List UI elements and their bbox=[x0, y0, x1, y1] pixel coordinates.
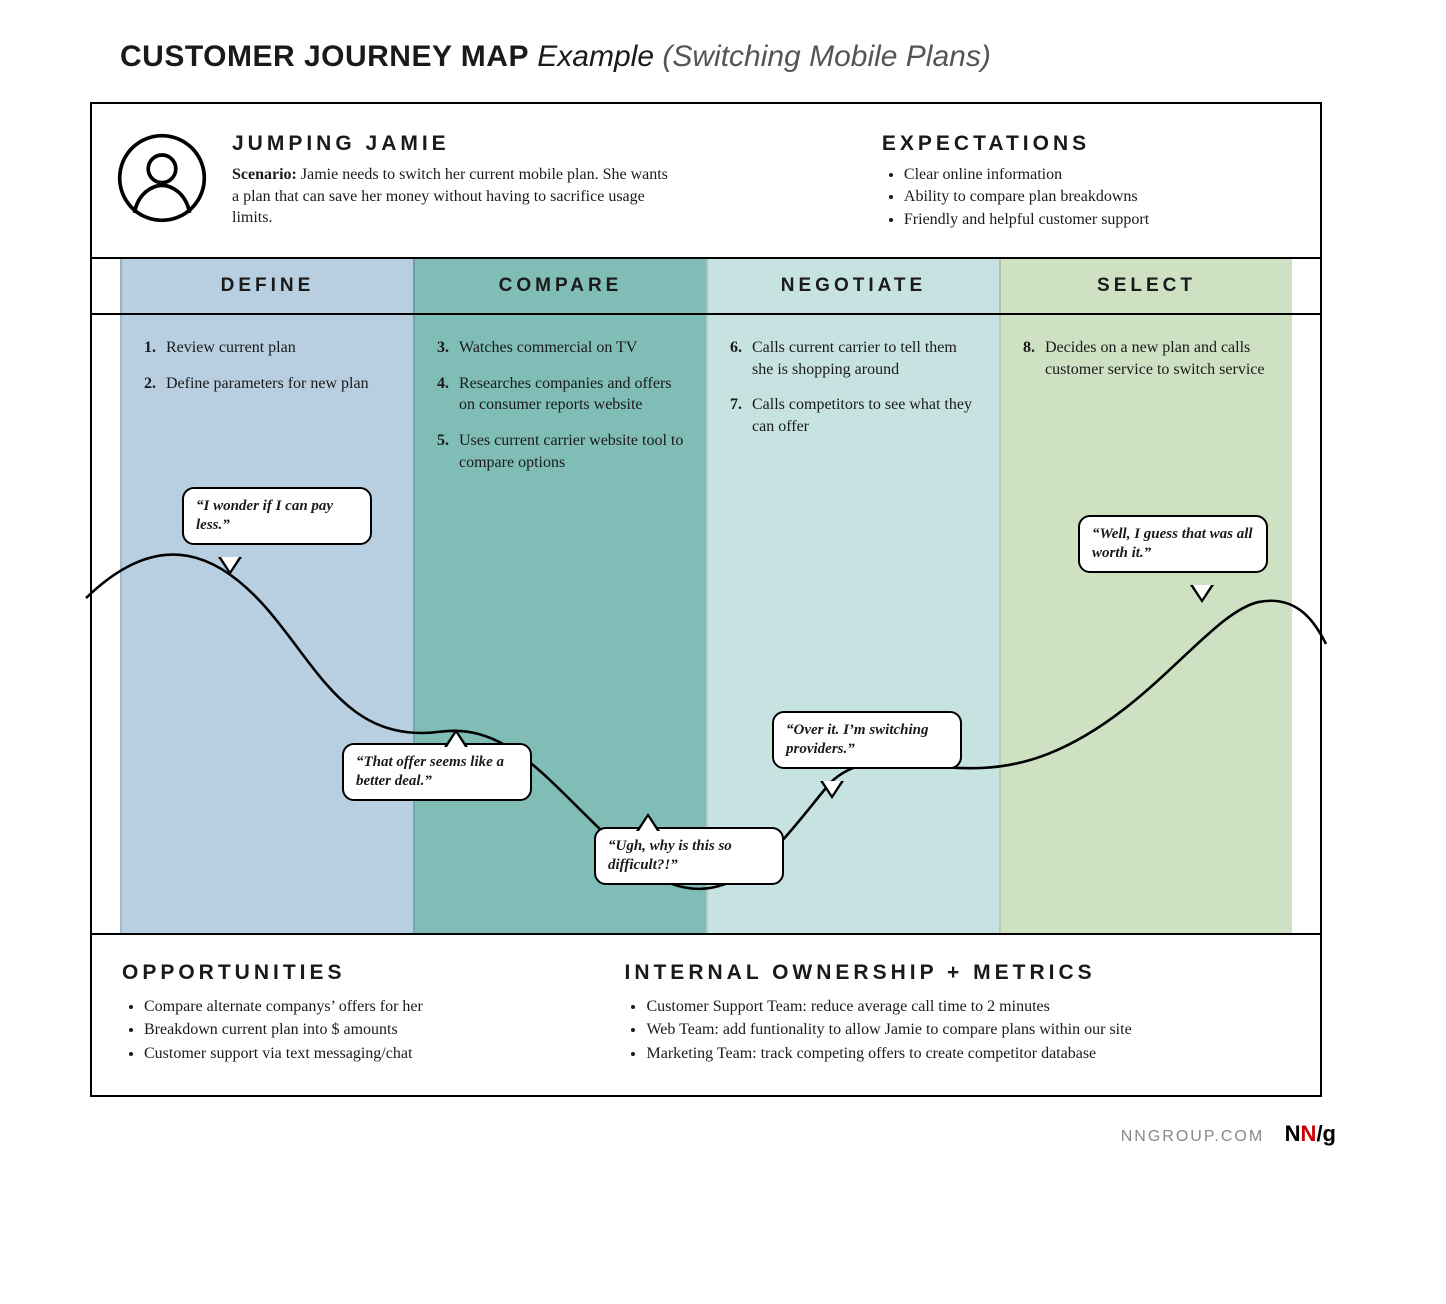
ownership-list: Customer Support Team: reduce average ca… bbox=[624, 995, 1290, 1065]
journey-frame: JUMPING JAMIE Scenario: Jamie needs to s… bbox=[90, 102, 1322, 1097]
page-title-paren: (Switching Mobile Plans) bbox=[662, 40, 990, 73]
ownership-item: Customer Support Team: reduce average ca… bbox=[646, 995, 1290, 1018]
body-gutter-left bbox=[92, 315, 120, 933]
credit-line: NNGROUP.COM NN/g bbox=[60, 1121, 1336, 1147]
step-text: Decides on a new plan and calls customer… bbox=[1045, 337, 1270, 380]
page-title: CUSTOMER JOURNEY MAP Example (Switching … bbox=[120, 40, 1386, 74]
step-list: 6.Calls current carrier to tell them she… bbox=[730, 337, 977, 437]
phase-column-select: 8.Decides on a new plan and calls custom… bbox=[999, 315, 1292, 933]
expectation-item: Friendly and helpful customer support bbox=[904, 209, 1296, 231]
step-text: Calls current carrier to tell them she i… bbox=[752, 337, 977, 380]
avatar bbox=[116, 132, 208, 231]
scenario-label: Scenario: bbox=[232, 166, 297, 183]
phase-column-define: 1.Review current plan2.Define parameters… bbox=[120, 315, 413, 933]
step-text: Define parameters for new plan bbox=[166, 373, 391, 395]
step-item: 7.Calls competitors to see what they can… bbox=[730, 394, 977, 437]
step-item: 5.Uses current carrier website tool to c… bbox=[437, 430, 684, 473]
thought-bubble: “Well, I guess that was all worth it.” bbox=[1078, 515, 1268, 573]
step-number: 7. bbox=[730, 394, 752, 437]
step-number: 8. bbox=[1023, 337, 1045, 380]
step-text: Uses current carrier website tool to com… bbox=[459, 430, 684, 473]
header-left: JUMPING JAMIE Scenario: Jamie needs to s… bbox=[92, 104, 878, 257]
step-number: 5. bbox=[437, 430, 459, 473]
step-list: 1.Review current plan2.Define parameters… bbox=[144, 337, 391, 394]
page-title-em: Example bbox=[537, 40, 662, 73]
step-number: 1. bbox=[144, 337, 166, 359]
ownership-block: INTERNAL OWNERSHIP + METRICS Customer Su… bbox=[624, 961, 1290, 1065]
phase-header-compare: COMPARE bbox=[413, 259, 706, 313]
step-item: 2.Define parameters for new plan bbox=[144, 373, 391, 395]
opportunities-block: OPPORTUNITIES Compare alternate companys… bbox=[122, 961, 584, 1065]
opportunities-list: Compare alternate companys’ offers for h… bbox=[122, 995, 584, 1065]
step-text: Researches companies and offers on consu… bbox=[459, 373, 684, 416]
phase-strip: DEFINECOMPARENEGOTIATESELECT bbox=[92, 259, 1320, 315]
step-item: 8.Decides on a new plan and calls custom… bbox=[1023, 337, 1270, 380]
step-list: 3.Watches commercial on TV4.Researches c… bbox=[437, 337, 684, 473]
phase-gutter-right bbox=[1292, 259, 1320, 313]
persona-block: JUMPING JAMIE Scenario: Jamie needs to s… bbox=[232, 132, 854, 231]
step-number: 4. bbox=[437, 373, 459, 416]
expectations-heading: EXPECTATIONS bbox=[882, 132, 1296, 156]
persona-scenario: Scenario: Jamie needs to switch her curr… bbox=[232, 164, 672, 229]
ownership-heading: INTERNAL OWNERSHIP + METRICS bbox=[624, 961, 1290, 985]
persona-avatar-icon bbox=[116, 132, 208, 224]
body-row: 1.Review current plan2.Define parameters… bbox=[92, 315, 1320, 935]
phase-header-select: SELECT bbox=[999, 259, 1292, 313]
logo-slash-g: /g bbox=[1316, 1121, 1336, 1146]
step-item: 4.Researches companies and offers on con… bbox=[437, 373, 684, 416]
phase-gutter-left bbox=[92, 259, 120, 313]
step-text: Review current plan bbox=[166, 337, 391, 359]
thought-bubble: “I wonder if I can pay less.” bbox=[182, 487, 372, 545]
step-item: 1.Review current plan bbox=[144, 337, 391, 359]
nng-logo: NN/g bbox=[1285, 1121, 1336, 1146]
opportunity-item: Customer support via text messaging/chat bbox=[144, 1042, 584, 1065]
persona-name: JUMPING JAMIE bbox=[232, 132, 854, 156]
body-gutter-right bbox=[1292, 315, 1320, 933]
footer-row: OPPORTUNITIES Compare alternate companys… bbox=[92, 935, 1320, 1095]
step-number: 2. bbox=[144, 373, 166, 395]
header-right: EXPECTATIONS Clear online informationAbi… bbox=[878, 104, 1320, 257]
step-list: 8.Decides on a new plan and calls custom… bbox=[1023, 337, 1270, 380]
phase-header-negotiate: NEGOTIATE bbox=[706, 259, 999, 313]
expectations-list: Clear online informationAbility to compa… bbox=[882, 164, 1296, 231]
step-item: 3.Watches commercial on TV bbox=[437, 337, 684, 359]
opportunity-item: Breakdown current plan into $ amounts bbox=[144, 1018, 584, 1041]
step-text: Calls competitors to see what they can o… bbox=[752, 394, 977, 437]
credit-site: NNGROUP.COM bbox=[1121, 1128, 1265, 1145]
page-title-bold: CUSTOMER JOURNEY MAP bbox=[120, 40, 529, 73]
logo-n2: N bbox=[1301, 1121, 1317, 1146]
phase-header-define: DEFINE bbox=[120, 259, 413, 313]
expectation-item: Ability to compare plan breakdowns bbox=[904, 186, 1296, 208]
ownership-item: Marketing Team: track competing offers t… bbox=[646, 1042, 1290, 1065]
step-number: 6. bbox=[730, 337, 752, 380]
opportunities-heading: OPPORTUNITIES bbox=[122, 961, 584, 985]
scenario-text: Jamie needs to switch her current mobile… bbox=[232, 166, 668, 226]
ownership-item: Web Team: add funtionality to allow Jami… bbox=[646, 1018, 1290, 1041]
logo-n1: N bbox=[1285, 1121, 1301, 1146]
step-text: Watches commercial on TV bbox=[459, 337, 684, 359]
header-row: JUMPING JAMIE Scenario: Jamie needs to s… bbox=[92, 104, 1320, 259]
step-number: 3. bbox=[437, 337, 459, 359]
opportunity-item: Compare alternate companys’ offers for h… bbox=[144, 995, 584, 1018]
expectation-item: Clear online information bbox=[904, 164, 1296, 186]
step-item: 6.Calls current carrier to tell them she… bbox=[730, 337, 977, 380]
thought-bubble: “That offer seems like a better deal.” bbox=[342, 743, 532, 801]
thought-bubble: “Over it. I’m switching providers.” bbox=[772, 711, 962, 769]
thought-bubble: “Ugh, why is this so difficult?!” bbox=[594, 827, 784, 885]
